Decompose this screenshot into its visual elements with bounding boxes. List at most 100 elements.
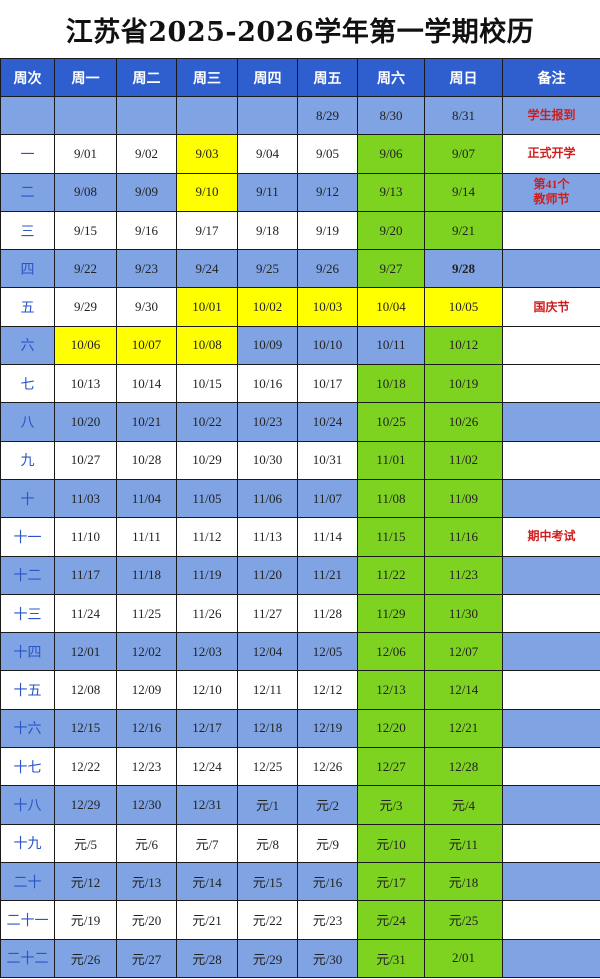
date-cell-wed: 11/19 [176, 555, 238, 595]
remark-cell [502, 747, 600, 787]
header-thu: 周四 [237, 58, 298, 97]
remark-cell [502, 478, 600, 519]
week-number: 十 [0, 478, 55, 519]
week-row: 五 9/29 9/30 10/01 10/02 10/03 10/04 10/05 国庆节 [0, 287, 600, 327]
date-cell-wed: 12/31 [176, 785, 238, 825]
date-cell-wed: 10/29 [176, 440, 238, 480]
date-cell-sun: 10/19 [424, 364, 503, 404]
week-number: 九 [0, 440, 55, 480]
date-cell-tue: 11/04 [116, 478, 177, 519]
date-cell-fri: 8/29 [297, 95, 358, 136]
date-cell-wed: 10/22 [176, 402, 238, 442]
date-cell-sat: 10/11 [357, 325, 425, 366]
date-cell-tue: 10/14 [116, 364, 177, 404]
week-number: 七 [0, 364, 55, 404]
date-cell-fri: 元/2 [297, 785, 358, 825]
school-calendar-table: 周次 周一 周二 周三 周四 周五 周六 周日 备注 8/29 8/30 8/31 学生报到一 9/01… [0, 58, 600, 978]
week-number: 一 [0, 134, 55, 174]
date-cell-mon: 12/01 [54, 632, 117, 672]
date-cell-sun: 11/16 [424, 517, 503, 557]
date-cell-fri: 10/24 [297, 402, 358, 442]
date-cell-sun: 11/02 [424, 440, 503, 480]
date-cell-sun: 10/05 [424, 287, 503, 327]
date-cell-mon: 11/24 [54, 593, 117, 634]
date-cell-wed: 元/14 [176, 861, 238, 902]
remark-cell: 第41个 教师节 [502, 172, 600, 212]
date-cell-thu: 9/18 [237, 210, 298, 251]
date-cell-fri: 元/23 [297, 900, 358, 940]
date-cell-tue: 12/23 [116, 747, 177, 787]
week-row: 四 9/22 9/23 9/24 9/25 9/26 9/27 9/28 [0, 249, 600, 289]
date-cell-tue: 9/16 [116, 210, 177, 251]
date-cell-fri: 12/19 [297, 708, 358, 749]
date-cell-mon: 10/13 [54, 364, 117, 404]
week-row: 8/29 8/30 8/31 学生报到 [0, 95, 600, 136]
date-cell-sat: 9/20 [357, 210, 425, 251]
date-cell-sun: 元/4 [424, 785, 503, 825]
date-cell-wed: 元/7 [176, 823, 238, 863]
date-cell-sun: 8/31 [424, 95, 503, 136]
week-number: 八 [0, 402, 55, 442]
week-number: 十五 [0, 670, 55, 710]
date-cell-wed: 11/12 [176, 517, 238, 557]
header-week: 周次 [0, 58, 55, 97]
date-cell-tue: 9/30 [116, 287, 177, 327]
week-row: 七 10/13 10/14 10/15 10/16 10/17 10/18 10/19 [0, 364, 600, 404]
date-cell-sat: 11/01 [357, 440, 425, 480]
date-cell-sun: 元/18 [424, 861, 503, 902]
date-cell-wed: 9/17 [176, 210, 238, 251]
date-cell-wed: 10/08 [176, 325, 238, 366]
page-title: 江苏省2025-2026学年第一学期校历 [65, 16, 535, 48]
date-cell-thu: 元/15 [237, 861, 298, 902]
date-cell-fri: 元/9 [297, 823, 358, 863]
date-cell-wed: 12/24 [176, 747, 238, 787]
week-number: 二十 [0, 861, 55, 902]
date-cell-sat: 10/18 [357, 364, 425, 404]
remark-cell [502, 670, 600, 710]
date-cell-sun: 元/11 [424, 823, 503, 863]
date-cell-sat: 11/15 [357, 517, 425, 557]
week-number: 十三 [0, 593, 55, 634]
date-cell-fri: 12/05 [297, 632, 358, 672]
week-number [0, 95, 55, 136]
remark-cell [502, 249, 600, 289]
week-row: 六 10/06 10/07 10/08 10/09 10/10 10/11 10/12 [0, 325, 600, 366]
date-cell-thu: 9/04 [237, 134, 298, 174]
date-cell-sun: 11/30 [424, 593, 503, 634]
date-cell-thu: 10/09 [237, 325, 298, 366]
header-tue: 周二 [116, 58, 177, 97]
date-cell-mon: 元/12 [54, 861, 117, 902]
week-row: 十 11/03 11/04 11/05 11/06 11/07 11/08 11/09 [0, 478, 600, 519]
date-cell-thu: 元/8 [237, 823, 298, 863]
date-cell-mon [54, 95, 117, 136]
week-row: 十六 12/15 12/16 12/17 12/18 12/19 12/20 12/21 [0, 708, 600, 749]
date-cell-tue: 11/18 [116, 555, 177, 595]
week-number: 二十二 [0, 938, 55, 978]
remark-cell [502, 555, 600, 595]
date-cell-sun: 12/14 [424, 670, 503, 710]
week-row: 二十 元/12 元/13 元/14 元/15 元/16 元/17 元/18 [0, 861, 600, 902]
week-number: 十九 [0, 823, 55, 863]
date-cell-fri: 9/26 [297, 249, 358, 289]
date-cell-sat: 11/08 [357, 478, 425, 519]
date-cell-mon: 元/26 [54, 938, 117, 978]
week-row: 十七 12/22 12/23 12/24 12/25 12/26 12/27 12/28 [0, 747, 600, 787]
date-cell-thu: 11/13 [237, 517, 298, 557]
date-cell-fri: 11/07 [297, 478, 358, 519]
date-cell-mon: 12/22 [54, 747, 117, 787]
remark-cell [502, 364, 600, 404]
date-cell-sat: 9/27 [357, 249, 425, 289]
date-cell-sun: 9/14 [424, 172, 503, 212]
header-remarks: 备注 [502, 58, 600, 97]
date-cell-thu: 元/22 [237, 900, 298, 940]
remark-cell [502, 900, 600, 940]
header-sun: 周日 [424, 58, 503, 97]
date-cell-thu: 元/1 [237, 785, 298, 825]
date-cell-thu: 11/20 [237, 555, 298, 595]
date-cell-thu: 10/16 [237, 364, 298, 404]
date-cell-tue: 9/09 [116, 172, 177, 212]
remark-cell [502, 325, 600, 366]
date-cell-mon: 9/22 [54, 249, 117, 289]
date-cell-thu: 10/02 [237, 287, 298, 327]
date-cell-tue: 元/13 [116, 861, 177, 902]
